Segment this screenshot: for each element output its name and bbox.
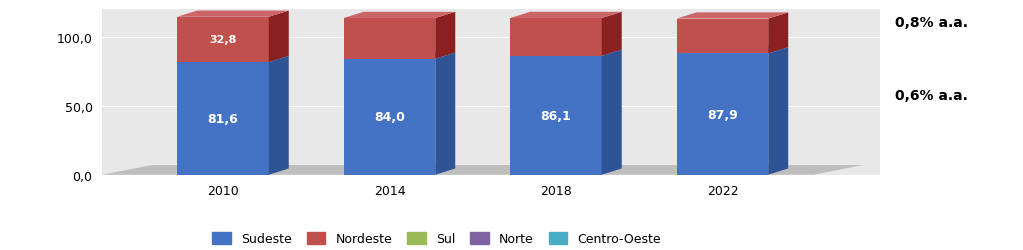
Text: 81,6: 81,6 [208,112,238,125]
Polygon shape [768,48,788,175]
Text: 87,9: 87,9 [707,108,738,121]
Polygon shape [510,13,622,19]
Text: 0,6% a.a.: 0,6% a.a. [895,89,968,103]
Polygon shape [269,56,288,175]
Polygon shape [177,63,269,175]
Polygon shape [768,13,788,54]
Polygon shape [435,13,455,60]
Polygon shape [177,56,288,63]
Text: 0,8% a.a.: 0,8% a.a. [895,16,969,30]
Polygon shape [510,19,602,57]
Polygon shape [602,13,622,57]
Polygon shape [269,12,288,63]
Polygon shape [676,54,768,175]
Text: 32,8: 32,8 [210,35,236,45]
Text: 86,1: 86,1 [540,109,571,122]
Polygon shape [344,60,435,175]
Polygon shape [602,50,622,175]
Polygon shape [510,50,622,56]
Polygon shape [676,48,788,54]
Polygon shape [177,18,269,63]
Polygon shape [102,166,863,175]
Polygon shape [676,20,768,54]
Text: 84,0: 84,0 [374,111,405,124]
Polygon shape [344,53,455,60]
Polygon shape [177,12,288,18]
Polygon shape [510,56,602,175]
Polygon shape [435,53,455,175]
Legend: Sudeste, Nordeste, Sul, Norte, Centro-Oeste: Sudeste, Nordeste, Sul, Norte, Centro-Oe… [207,228,666,250]
Polygon shape [676,13,788,20]
Polygon shape [344,13,455,19]
Polygon shape [344,19,435,59]
